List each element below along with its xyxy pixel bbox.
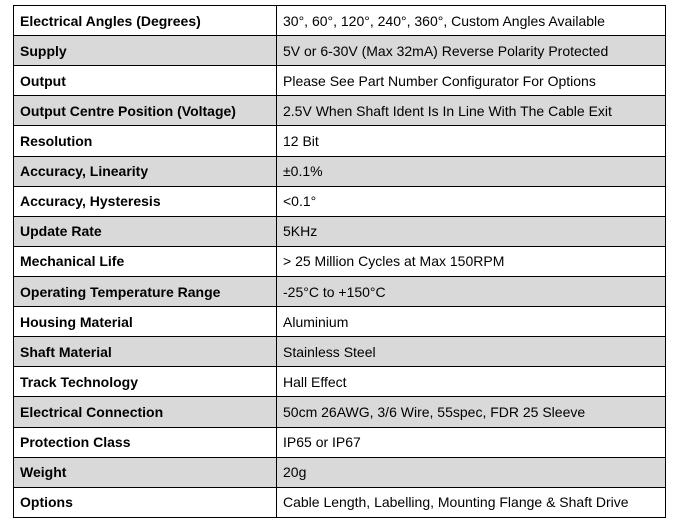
spec-label: Mechanical Life <box>13 245 277 277</box>
table-row: Accuracy, Hysteresis <0.1° <box>13 185 666 217</box>
table-row: Options Cable Length, Labelling, Mountin… <box>13 486 666 519</box>
spec-value: 20g <box>276 456 666 488</box>
spec-value: 5V or 6-30V (Max 32mA) Reverse Polarity … <box>276 35 666 67</box>
spec-label: Protection Class <box>13 426 277 458</box>
spec-value: > 25 Million Cycles at Max 150RPM <box>276 245 666 277</box>
spec-label: Accuracy, Linearity <box>13 155 277 187</box>
spec-value: <0.1° <box>276 185 666 217</box>
table-row: Weight 20g <box>13 456 666 488</box>
table-row: Shaft Material Stainless Steel <box>13 336 666 368</box>
table-row: Track Technology Hall Effect <box>13 366 666 398</box>
spec-value: Hall Effect <box>276 366 666 398</box>
spec-label: Track Technology <box>13 366 277 398</box>
table-row: Resolution 12 Bit <box>13 125 666 157</box>
spec-value: -25°C to +150°C <box>276 275 666 308</box>
table-row: Housing Material Aluminium <box>13 306 666 338</box>
table-row: Electrical Angles (Degrees) 30°, 60°, 12… <box>13 4 666 37</box>
spec-value: 30°, 60°, 120°, 240°, 360°, Custom Angle… <box>276 4 666 37</box>
spec-label: Output <box>13 65 277 97</box>
spec-value: Please See Part Number Configurator For … <box>276 65 666 97</box>
spec-label: Electrical Angles (Degrees) <box>13 4 277 37</box>
table-row: Mechanical Life > 25 Million Cycles at M… <box>13 245 666 277</box>
table-row: Output Please See Part Number Configurat… <box>13 65 666 97</box>
spec-value: Stainless Steel <box>276 336 666 368</box>
table-row: Accuracy, Linearity ±0.1% <box>13 155 666 187</box>
spec-label: Output Centre Position (Voltage) <box>13 95 277 127</box>
spec-label: Resolution <box>13 125 277 157</box>
spec-value: ±0.1% <box>276 155 666 187</box>
spec-label: Shaft Material <box>13 336 277 368</box>
spec-table-container: Electrical Angles (Degrees) 30°, 60°, 12… <box>13 4 666 519</box>
spec-value: 2.5V When Shaft Ident Is In Line With Th… <box>276 95 666 127</box>
spec-value: 12 Bit <box>276 125 666 157</box>
table-row: Protection Class IP65 or IP67 <box>13 426 666 458</box>
spec-label: Update Rate <box>13 215 277 247</box>
table-row: Electrical Connection 50cm 26AWG, 3/6 Wi… <box>13 396 666 428</box>
table-row: Operating Temperature Range -25°C to +15… <box>13 275 666 308</box>
spec-label: Accuracy, Hysteresis <box>13 185 277 217</box>
spec-label: Weight <box>13 456 277 488</box>
table-row: Supply 5V or 6-30V (Max 32mA) Reverse Po… <box>13 35 666 67</box>
spec-label: Options <box>13 486 277 519</box>
spec-label: Electrical Connection <box>13 396 277 428</box>
spec-label: Supply <box>13 35 277 67</box>
table-row: Output Centre Position (Voltage) 2.5V Wh… <box>13 95 666 127</box>
spec-label: Housing Material <box>13 306 277 338</box>
spec-value: IP65 or IP67 <box>276 426 666 458</box>
specification-table: Electrical Angles (Degrees) 30°, 60°, 12… <box>13 4 666 519</box>
spec-value: 50cm 26AWG, 3/6 Wire, 55spec, FDR 25 Sle… <box>276 396 666 428</box>
spec-label: Operating Temperature Range <box>13 275 277 308</box>
spec-value: Aluminium <box>276 306 666 338</box>
spec-value: 5KHz <box>276 215 666 247</box>
spec-value: Cable Length, Labelling, Mounting Flange… <box>276 486 666 519</box>
table-row: Update Rate 5KHz <box>13 215 666 247</box>
